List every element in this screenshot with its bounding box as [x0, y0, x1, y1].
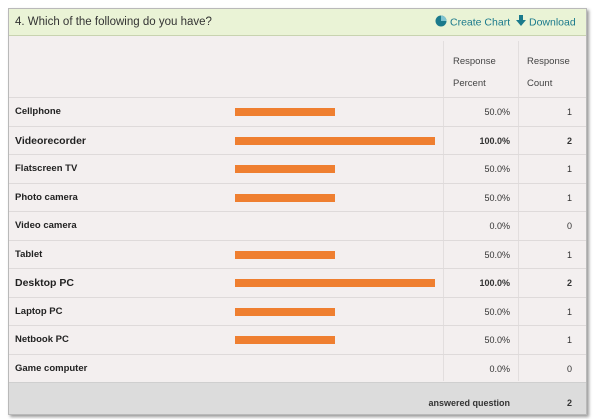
column-header-line: Count	[527, 78, 553, 89]
create-chart-label: Create Chart	[450, 16, 511, 29]
response-count: 1	[566, 107, 572, 117]
answer-row: Flatscreen TV 50.0% 1	[9, 154, 586, 183]
pie-chart-icon	[435, 15, 447, 30]
answered-question-count: 2	[566, 398, 572, 408]
column-header-line: Response	[453, 56, 496, 67]
answer-row: Desktop PC 100.0% 2	[9, 268, 586, 297]
response-percent: 100.0%	[479, 278, 510, 288]
response-percent: 50.0%	[484, 335, 510, 345]
response-count: 1	[566, 249, 572, 260]
answer-label: Video camera	[15, 220, 77, 231]
answer-label: Cellphone	[15, 106, 61, 117]
answer-label: Videorecorder	[15, 134, 87, 147]
column-header-line: Percent	[453, 78, 486, 89]
question-title: 4. Which of the following do you have?	[15, 16, 212, 28]
response-percent: 50.0%	[484, 249, 510, 260]
response-count: 0	[566, 363, 572, 374]
create-chart-button[interactable]: Create Chart	[435, 15, 510, 30]
response-bar	[235, 136, 435, 145]
response-percent: 0.0%	[489, 363, 510, 374]
response-count: 2	[566, 135, 572, 146]
answer-label: Laptop PC	[15, 305, 63, 317]
response-percent: 50.0%	[484, 164, 510, 174]
response-percent: 50.0%	[484, 192, 510, 203]
response-count: 2	[566, 278, 572, 288]
response-bar	[235, 307, 335, 316]
answer-row: Game computer 0.0% 0	[9, 353, 586, 383]
response-bar	[235, 250, 335, 259]
response-percent: 50.0%	[484, 107, 510, 117]
response-percent: 0.0%	[489, 221, 510, 231]
response-count: 1	[566, 306, 572, 317]
answer-label: Desktop PC	[15, 277, 74, 289]
answer-label: Photo camera	[15, 191, 78, 203]
response-bar	[235, 165, 335, 173]
column-header-line: Response	[527, 56, 570, 67]
download-arrow-icon	[516, 15, 526, 30]
answer-label: Flatscreen TV	[15, 163, 78, 174]
column-header-response-count: Response Count	[527, 51, 570, 95]
response-count: 1	[566, 164, 572, 174]
response-bar	[235, 193, 335, 202]
answered-question-label: answered question	[428, 398, 510, 408]
response-percent: 100.0%	[479, 135, 510, 146]
answer-row: Photo camera 50.0% 1	[9, 182, 586, 212]
question-header: 4. Which of the following do you have? C…	[9, 9, 586, 36]
response-count: 1	[566, 335, 572, 345]
answer-row: Laptop PC 50.0% 1	[9, 296, 586, 326]
answer-row: Netbook PC 50.0% 1	[9, 325, 586, 354]
response-bar	[235, 108, 335, 116]
answer-row: Videorecorder 100.0% 2	[9, 125, 586, 155]
answered-summary: answered question 2	[9, 382, 586, 414]
download-button[interactable]: Download	[516, 15, 576, 30]
column-header-response-percent: Response Percent	[453, 51, 496, 95]
answer-row: Tablet 50.0% 1	[9, 239, 586, 269]
response-bar	[235, 336, 335, 344]
answer-row: Cellphone 50.0% 1	[9, 97, 586, 126]
answer-label: Netbook PC	[15, 334, 69, 345]
response-percent: 50.0%	[484, 306, 510, 317]
question-results-panel: 4. Which of the following do you have? C…	[8, 8, 587, 415]
response-count: 0	[566, 221, 572, 231]
answer-label: Game computer	[15, 362, 88, 374]
response-count: 1	[566, 192, 572, 203]
answer-row: Video camera 0.0% 0	[9, 211, 586, 240]
download-label: Download	[529, 16, 576, 29]
response-bar	[235, 279, 435, 287]
answer-label: Tablet	[15, 248, 43, 260]
